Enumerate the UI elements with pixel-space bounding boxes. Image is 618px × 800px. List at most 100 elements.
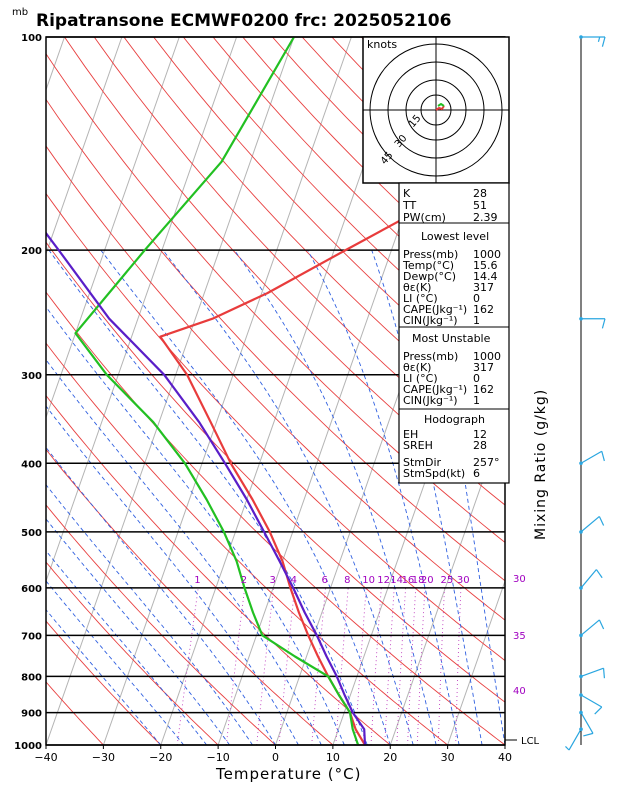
section-header: Most Unstable xyxy=(412,332,491,345)
wind-barb-shaft xyxy=(580,619,600,636)
wind-barb-shaft xyxy=(580,694,603,708)
temperature-tick-label: −30 xyxy=(92,751,115,764)
row-name: θε(K) xyxy=(403,281,431,294)
hodograph-unit: knots xyxy=(367,38,397,51)
temperature-tick-label: 40 xyxy=(498,751,512,764)
mixing-ratio-label: 8 xyxy=(344,575,350,586)
temperature-tick-labels: −40 −30 −20 −10 0 10 20 30 40 xyxy=(34,745,512,764)
dry-adiabat-line xyxy=(93,37,505,470)
table-frame xyxy=(398,182,510,484)
mixing-ratio-line xyxy=(278,587,296,745)
pressure-tick-label: 500 xyxy=(21,528,42,539)
mixing-ratio-label: 3 xyxy=(269,575,275,586)
pressure-tick-label: 900 xyxy=(21,709,42,720)
pressure-tick-label: 200 xyxy=(21,246,42,257)
temperature-tick-label: 20 xyxy=(383,751,397,764)
row-value: 162 xyxy=(473,303,494,316)
indices-table: K 28 TT 51 PW(cm) 2.39 Lowest level Pres… xyxy=(398,182,510,484)
temperature-tick-label: 0 xyxy=(272,751,279,764)
hodograph-rings xyxy=(363,37,509,183)
dry-adiabat-line xyxy=(46,620,162,745)
mixing-ratio-label: 1 xyxy=(194,575,200,586)
pressure-tick-labels: 100 200 300 400 500 600 700 800 900 1000 xyxy=(14,33,42,752)
dry-adiabat-label: 30 xyxy=(513,574,526,585)
row-value: 14.4 xyxy=(473,270,498,283)
moist-adiabat-line xyxy=(46,405,299,745)
wind-barb-shaft xyxy=(580,515,600,533)
pressure-tick-label: 400 xyxy=(21,459,42,470)
temperature-tick-label: −20 xyxy=(149,751,172,764)
dry-adiabat-line xyxy=(64,37,505,506)
isotherm-line xyxy=(447,579,505,745)
x-axis-label: Temperature (°C) xyxy=(215,765,361,783)
lcl-label: LCL xyxy=(521,736,540,747)
pressure-tick-label: 700 xyxy=(21,631,42,642)
chart-title: Ripatransone ECMWF0200 frc: 2025052106 xyxy=(36,11,451,31)
row-value: 1000 xyxy=(473,350,501,363)
row-value: 28 xyxy=(473,439,487,452)
wind-barb-flag xyxy=(595,569,603,579)
wind-barb-shaft xyxy=(580,712,594,734)
dry-adiabat-line xyxy=(46,98,505,582)
wind-barb-flag xyxy=(598,516,605,526)
mixing-ratio-label: 25 xyxy=(441,575,454,586)
dry-adiabat-line xyxy=(510,37,618,745)
wind-barb-dot xyxy=(579,633,583,638)
mixing-ratio-axis-label: Mixing Ratio (g/kg) xyxy=(533,389,549,540)
row-value: 257° xyxy=(473,456,500,469)
section-header: Lowest level xyxy=(421,230,489,243)
moist-adiabat-line xyxy=(307,249,460,745)
dry-adiabat-line xyxy=(46,681,104,745)
isotherm-line xyxy=(46,37,123,256)
wind-barb-flag xyxy=(602,668,606,679)
row-value: 317 xyxy=(473,281,494,294)
index-name: PW(cm) xyxy=(403,211,446,224)
wind-barb-flag xyxy=(565,746,570,751)
pressure-tick-label: 600 xyxy=(21,584,42,595)
moist-adiabat-line xyxy=(162,249,414,745)
temperature-tick-label: 10 xyxy=(326,751,340,764)
temperature-tick-label: −40 xyxy=(34,751,57,764)
index-name: K xyxy=(403,187,411,200)
wind-barb-flag xyxy=(597,36,601,42)
row-name: CIN(Jkg⁻¹) xyxy=(403,394,458,407)
pressure-tick-label: 100 xyxy=(21,33,42,44)
dry-adiabat-label: 35 xyxy=(513,631,526,642)
hodograph-trace xyxy=(435,103,445,111)
row-value: 12 xyxy=(473,428,487,441)
wind-barb-dot xyxy=(579,530,583,534)
row-name: Temp(°C) xyxy=(402,259,454,272)
mixing-ratio-label: 20 xyxy=(421,575,434,586)
pressure-tick-label: 1000 xyxy=(14,741,42,752)
dry-adiabat-line xyxy=(46,145,505,621)
moist-adiabat-line xyxy=(46,359,322,745)
row-value: 162 xyxy=(473,383,494,396)
wind-barb-shaft xyxy=(580,667,604,677)
row-value: 1000 xyxy=(473,248,501,261)
wind-barb-dot xyxy=(579,35,583,39)
row-value: 0 xyxy=(473,372,480,385)
row-value: 15.6 xyxy=(473,259,498,272)
moist-adiabat-line xyxy=(48,249,368,745)
moist-adiabat-line xyxy=(46,484,253,745)
dry-adiabat-line xyxy=(46,504,276,745)
index-value: 28 xyxy=(473,187,487,200)
profile-lines xyxy=(46,37,505,745)
hodograph-line xyxy=(437,103,445,107)
row-name: CAPE(Jkg⁻¹) xyxy=(403,303,467,316)
isotherm-line xyxy=(102,37,352,745)
wind-barb-dot xyxy=(579,316,583,321)
dry-adiabat-label: 40 xyxy=(513,686,526,697)
isotherm-line xyxy=(0,37,7,745)
wind-barb-dot xyxy=(579,461,583,466)
moist-adiabat-line xyxy=(46,609,162,745)
row-value: 0 xyxy=(473,292,480,305)
moist-adiabat-line xyxy=(423,250,505,745)
row-name: LI (°C) xyxy=(403,372,438,385)
mixing-ratio-label: 4 xyxy=(291,575,297,586)
wind-barb-flag xyxy=(594,706,603,715)
wind-barb-flag xyxy=(601,318,606,329)
wind-barb-shaft xyxy=(568,728,582,751)
index-value: 2.39 xyxy=(473,211,498,224)
